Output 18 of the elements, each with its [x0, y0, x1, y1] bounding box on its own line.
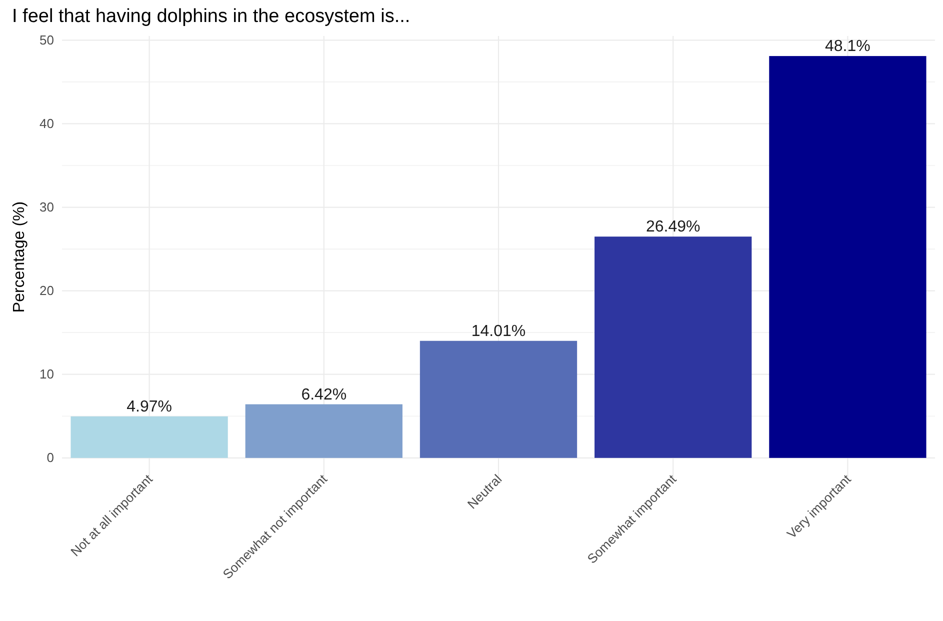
bar [245, 404, 402, 458]
y-tick-label: 50 [40, 32, 54, 48]
chart-title: I feel that having dolphins in the ecosystem is... [12, 6, 410, 27]
data-label: 14.01% [471, 322, 526, 340]
y-tick-label: 0 [46, 450, 54, 466]
y-tick-label: 10 [40, 366, 54, 382]
data-label: 4.97% [126, 398, 172, 416]
y-tick-label: 40 [40, 116, 54, 131]
y-axis-title: Percentage (%) [11, 201, 28, 313]
y-tick-label: 30 [40, 199, 54, 214]
data-label: 48.1% [825, 38, 870, 56]
bar [70, 416, 228, 458]
bar [594, 236, 752, 458]
data-label: 26.49% [646, 218, 700, 236]
y-tick-label: 20 [40, 282, 54, 298]
data-label: 6.42% [301, 386, 347, 404]
bar [420, 340, 578, 458]
bar [769, 56, 926, 458]
